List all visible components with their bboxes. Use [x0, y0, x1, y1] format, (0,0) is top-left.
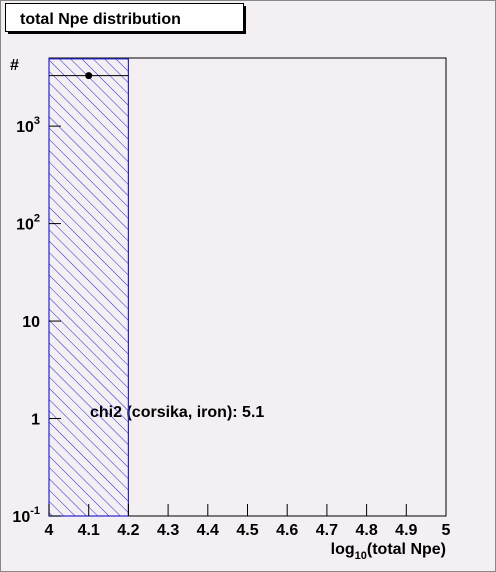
x-axis-title-rest: (total Npe) — [367, 541, 446, 558]
y-axis-title: # — [10, 57, 19, 74]
y-tick-label: 103 — [16, 115, 40, 136]
y-tick-exponent: 3 — [34, 115, 40, 127]
chart-title: total Npe distribution — [20, 11, 181, 28]
data-point — [85, 72, 93, 80]
y-tick-base: 10 — [16, 119, 34, 136]
histogram-bar — [48, 58, 130, 517]
y-tick-label: 10-1 — [12, 505, 40, 526]
y-tick-base: 10 — [12, 509, 30, 526]
x-tick-label: 5 — [442, 522, 451, 539]
title-box — [5, 3, 244, 32]
x-tick-label: 4.8 — [355, 522, 377, 539]
y-tick-base: 10 — [16, 217, 34, 234]
y-tick-label: 1 — [31, 412, 40, 429]
x-tick-label: 4.9 — [395, 522, 417, 539]
x-tick-label: 4.3 — [157, 522, 179, 539]
y-tick-label: 102 — [16, 213, 40, 234]
x-tick-label: 4.5 — [236, 522, 258, 539]
x-axis-title-sub: 10 — [355, 550, 367, 562]
x-tick-label: 4.1 — [78, 522, 100, 539]
y-tick-label: 10 — [22, 314, 40, 331]
annotation: chi2 (corsika, iron): 5.1 — [90, 404, 264, 421]
x-axis-title-main: log — [331, 541, 355, 558]
y-tick-exponent: 2 — [34, 213, 40, 225]
x-axis-title: log10(total Npe) — [331, 541, 446, 562]
x-tick-label: 4.7 — [316, 522, 338, 539]
x-tick-label: 4.4 — [197, 522, 219, 539]
x-tick-label: 4.2 — [117, 522, 139, 539]
x-tick-label: 4.6 — [276, 522, 298, 539]
y-tick-exponent: -1 — [30, 505, 40, 517]
x-tick-label: 4 — [45, 522, 54, 539]
